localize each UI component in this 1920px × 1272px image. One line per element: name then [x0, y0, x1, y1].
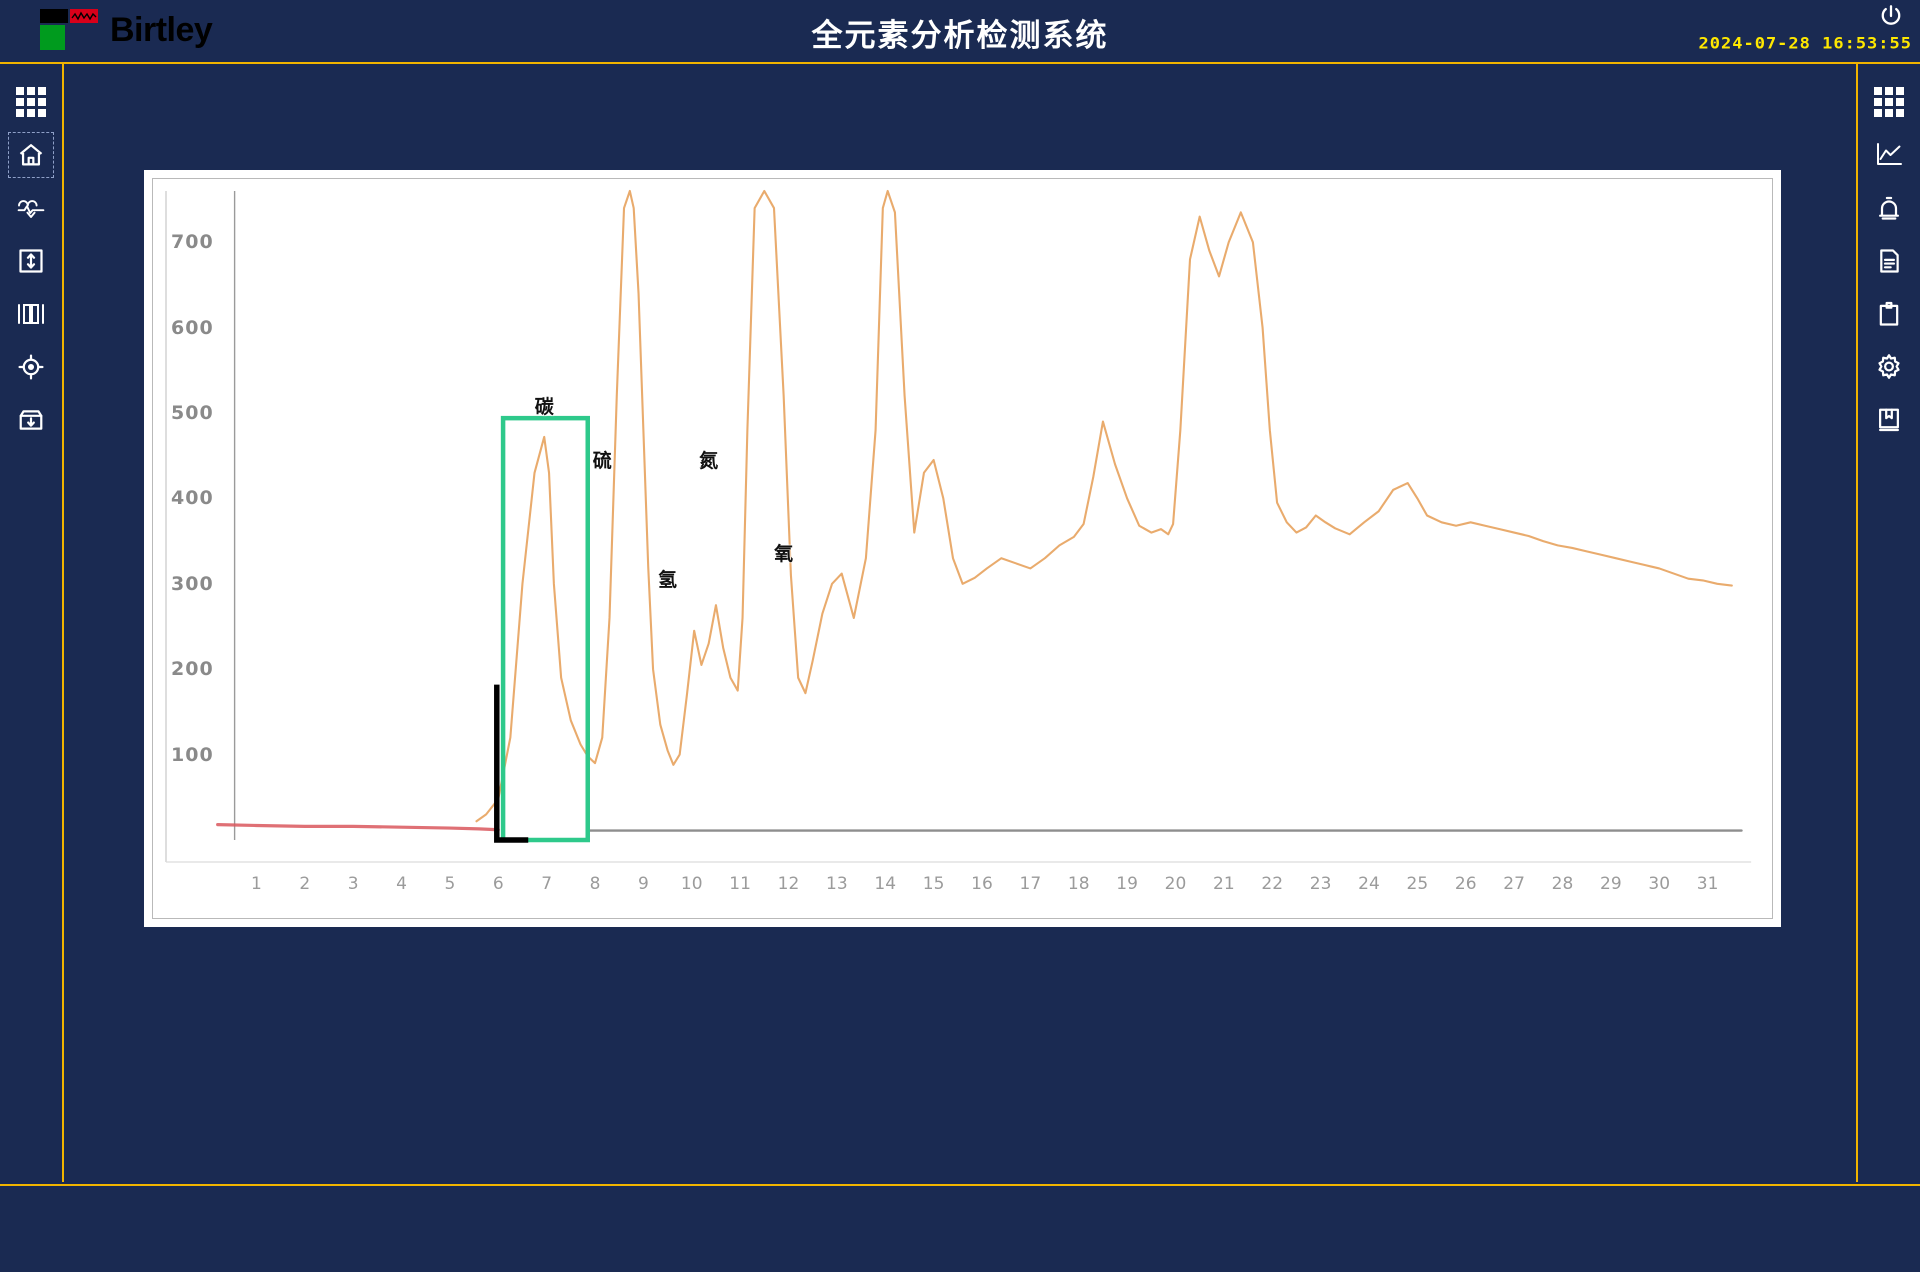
x-tick-23: 23: [1309, 874, 1332, 894]
left-sidebar: [0, 64, 64, 1182]
home-icon: [17, 141, 45, 169]
power-icon[interactable]: [1878, 3, 1904, 29]
x-tick-15: 15: [922, 874, 945, 894]
x-tick-28: 28: [1551, 874, 1574, 894]
peak-label-hydrogen: 氢: [658, 568, 678, 591]
x-tick-1: 1: [250, 874, 262, 894]
x-tick-30: 30: [1648, 874, 1671, 894]
inbox-download-icon: [17, 406, 45, 434]
y-tick-400: 400: [171, 487, 214, 510]
sidebar-item-manual[interactable]: [1865, 396, 1913, 444]
x-tick-7: 7: [541, 874, 553, 894]
sidebar-item-apps-grid-right[interactable]: [1865, 78, 1913, 126]
brand-logo: Birtley: [30, 4, 213, 50]
x-tick-11: 11: [729, 874, 751, 894]
logo-black-block: [40, 9, 68, 23]
x-tick-18: 18: [1067, 874, 1090, 894]
x-tick-10: 10: [680, 874, 703, 894]
page-title: 全元素分析检测系统: [811, 17, 1109, 54]
x-tick-29: 29: [1600, 874, 1622, 894]
y-tick-700: 700: [171, 231, 214, 254]
right-sidebar: [1856, 64, 1920, 1182]
clipboard-icon: [1875, 300, 1903, 328]
vertical-resize-icon: [17, 247, 45, 275]
logo-green-block: [40, 25, 65, 50]
heartbeat-icon: [16, 194, 46, 222]
footer-band: [0, 1184, 1920, 1272]
x-tick-12: 12: [777, 874, 800, 894]
sidebar-item-spectrum[interactable]: [7, 290, 55, 338]
sidebar-item-tasks[interactable]: [1865, 290, 1913, 338]
x-tick-16: 16: [971, 874, 993, 894]
peak-label-carbon: 碳: [534, 396, 554, 419]
y-tick-500: 500: [171, 402, 214, 425]
y-tick-300: 300: [171, 572, 214, 595]
peak-label-nitrogen: 氮: [699, 450, 719, 473]
x-tick-9: 9: [637, 874, 649, 894]
main-content: 100 200 300 400 500 600 700 1 2 3 4 5 6 7 8 9 10 11 12 13 1…: [64, 64, 1856, 1182]
grid-icon: [16, 87, 46, 117]
line-chart-icon: [1874, 141, 1904, 169]
sidebar-item-alarms[interactable]: [1865, 184, 1913, 232]
x-tick-19: 19: [1116, 874, 1138, 894]
datetime-display: 2024-07-28 16:53:55: [1698, 34, 1912, 54]
book-icon: [1875, 406, 1903, 434]
x-tick-27: 27: [1503, 874, 1525, 894]
x-tick-22: 22: [1261, 874, 1284, 894]
x-tick-17: 17: [1019, 874, 1042, 894]
sidebar-item-apps-grid[interactable]: [7, 78, 55, 126]
bar-columns-icon: [16, 301, 46, 327]
x-tick-25: 25: [1406, 874, 1429, 894]
x-tick-5: 5: [444, 874, 456, 894]
sidebar-item-trend-chart[interactable]: [1865, 131, 1913, 179]
sidebar-item-settings[interactable]: [1865, 343, 1913, 391]
spectrum-plot: [165, 189, 1752, 863]
birtley-logo-icon: [30, 4, 98, 50]
x-tick-2: 2: [299, 874, 311, 894]
gear-icon: [1874, 352, 1904, 382]
x-tick-21: 21: [1213, 874, 1235, 894]
x-tick-6: 6: [492, 874, 504, 894]
x-tick-8: 8: [589, 874, 601, 894]
sidebar-item-reports[interactable]: [1865, 237, 1913, 285]
sidebar-item-target[interactable]: [7, 343, 55, 391]
plot-frame: 100 200 300 400 500 600 700 1 2 3 4 5 6 7 8 9 10 11 12 13 1…: [152, 178, 1773, 919]
x-tick-3: 3: [347, 874, 359, 894]
peak-label-sulfur: 硫: [592, 450, 612, 473]
logo-red-waveform: [70, 9, 98, 23]
brand-name: Birtley: [110, 11, 213, 49]
x-tick-31: 31: [1696, 874, 1719, 894]
y-tick-600: 600: [171, 316, 214, 339]
grid-icon: [1874, 87, 1904, 117]
app-header: Birtley 全元素分析检测系统 2024-07-28 16:53:55: [0, 0, 1920, 64]
crosshair-target-icon: [17, 353, 45, 381]
sidebar-item-monitor[interactable]: [7, 184, 55, 232]
sidebar-item-home[interactable]: [7, 131, 55, 179]
x-tick-24: 24: [1358, 874, 1380, 894]
sidebar-item-archive[interactable]: [7, 396, 55, 444]
x-tick-26: 26: [1454, 874, 1477, 894]
x-tick-20: 20: [1164, 874, 1187, 894]
sidebar-item-calibrate[interactable]: [7, 237, 55, 285]
y-tick-200: 200: [171, 658, 214, 681]
spectrum-chart-panel[interactable]: 100 200 300 400 500 600 700 1 2 3 4 5 6 7 8 9 10 11 12 13 1…: [144, 170, 1781, 927]
bell-icon: [1875, 194, 1903, 222]
document-icon: [1875, 247, 1903, 275]
x-tick-4: 4: [396, 874, 407, 894]
peak-label-oxygen: 氧: [774, 543, 794, 566]
x-tick-13: 13: [826, 874, 848, 894]
y-tick-100: 100: [171, 743, 214, 766]
x-tick-14: 14: [874, 874, 897, 894]
